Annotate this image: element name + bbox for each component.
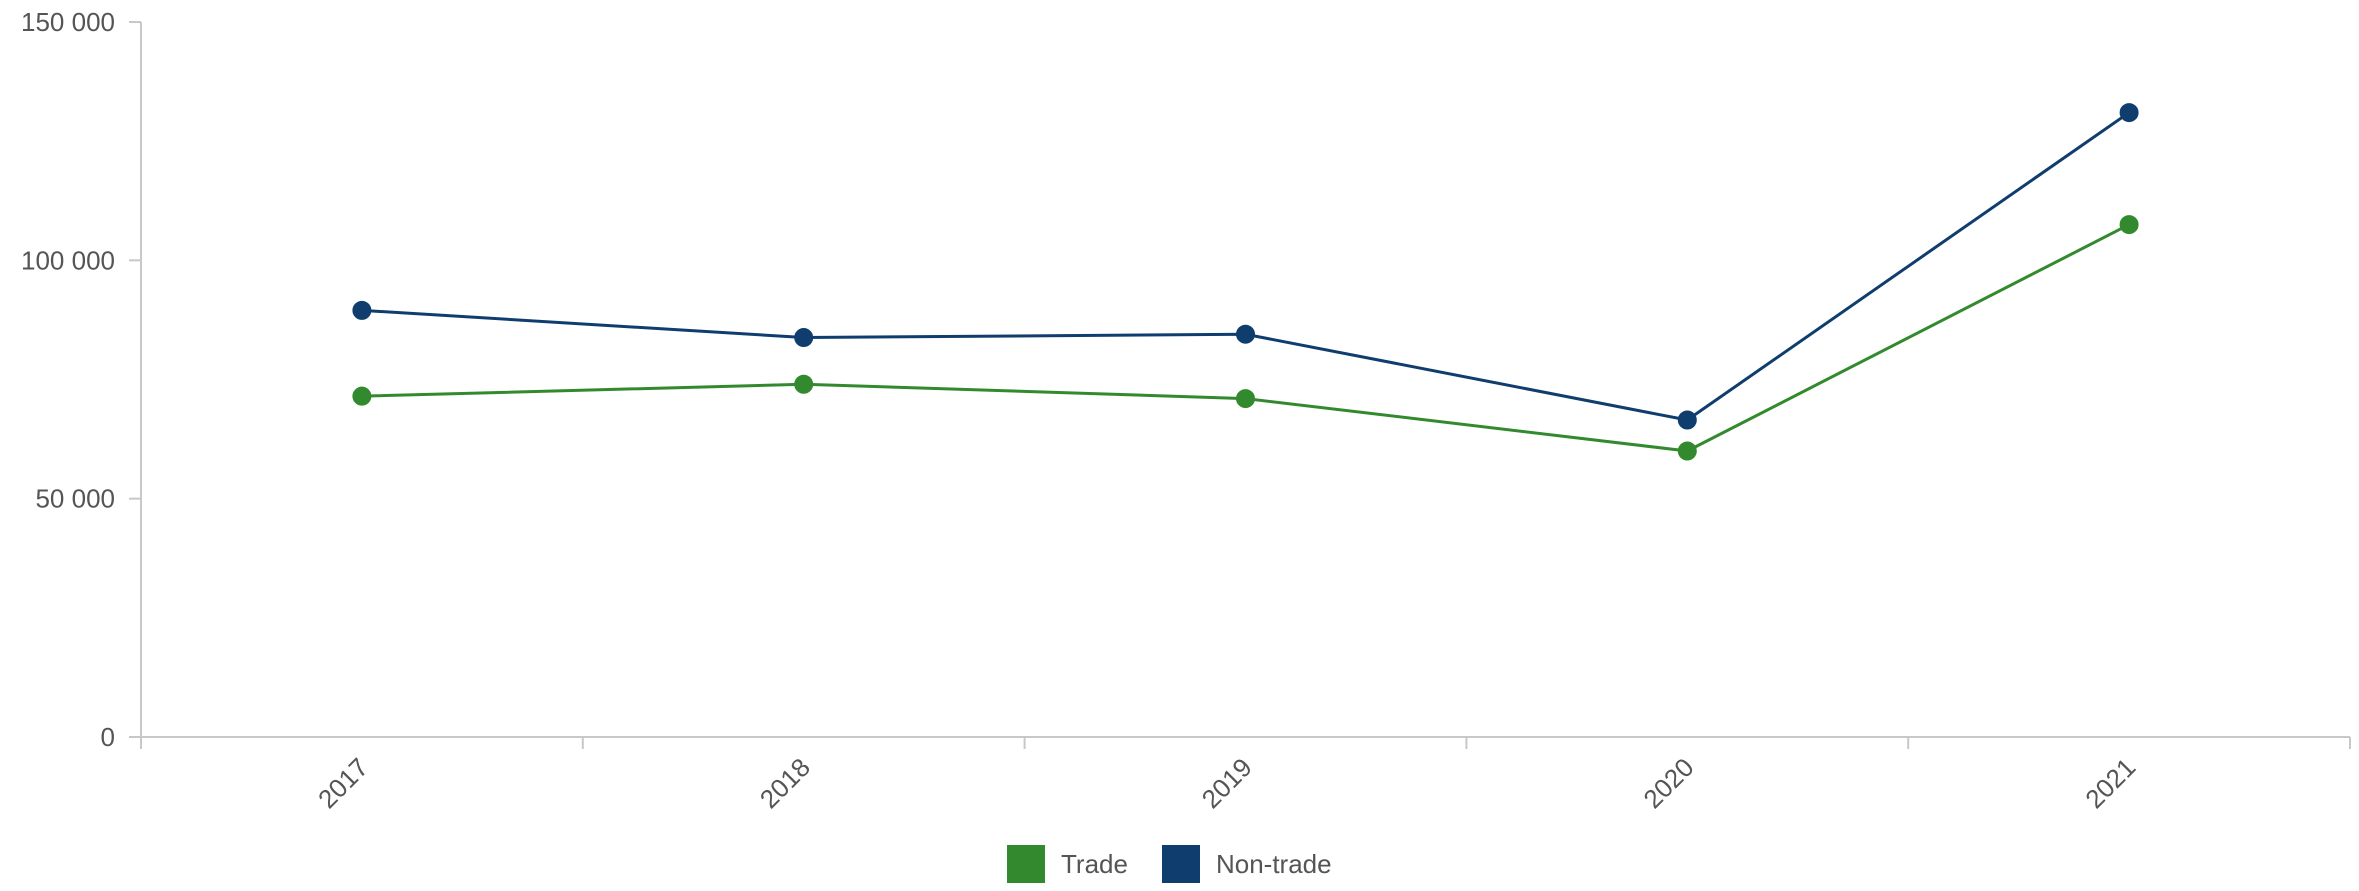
y-tick-label: 100 000 — [21, 245, 115, 275]
x-tick-label: 2021 — [2079, 752, 2141, 814]
x-tick-label: 2018 — [754, 752, 816, 814]
data-point-trade — [1677, 441, 1697, 461]
axes: 0 50 000 100 000 150 000 2017 2018 2019 2020 202… — [21, 7, 2351, 814]
legend-item-trade[interactable]: Trade — [1007, 845, 1128, 883]
data-point-trade — [1236, 389, 1255, 409]
data-point-non-trade — [794, 328, 814, 348]
data-point-trade — [794, 374, 814, 394]
legend-label-non-trade: Non-trade — [1215, 848, 1332, 879]
legend-swatch-non-trade — [1161, 845, 1200, 883]
x-tick-label: 2020 — [1637, 752, 1699, 814]
x-tick-label: 2019 — [1196, 752, 1258, 814]
legend-swatch-trade — [1007, 845, 1045, 883]
y-tick-label: 50 000 — [35, 484, 115, 514]
series-line-non-trade — [361, 111, 2130, 422]
y-tick-label: 0 — [101, 722, 115, 752]
series-points — [352, 103, 2139, 461]
y-tick-label: 150 000 — [21, 7, 115, 37]
data-point-non-trade — [2119, 103, 2139, 123]
legend: Trade Non-trade — [1007, 845, 1332, 883]
x-tick-label: 2017 — [312, 752, 374, 814]
data-point-non-trade — [1677, 410, 1697, 430]
legend-item-non-trade[interactable]: Non-trade — [1161, 845, 1332, 883]
data-point-non-trade — [1236, 324, 1255, 344]
legend-label-trade: Trade — [1061, 848, 1128, 879]
data-point-non-trade — [352, 300, 372, 320]
data-point-trade — [2119, 215, 2139, 235]
data-point-trade — [352, 386, 372, 406]
